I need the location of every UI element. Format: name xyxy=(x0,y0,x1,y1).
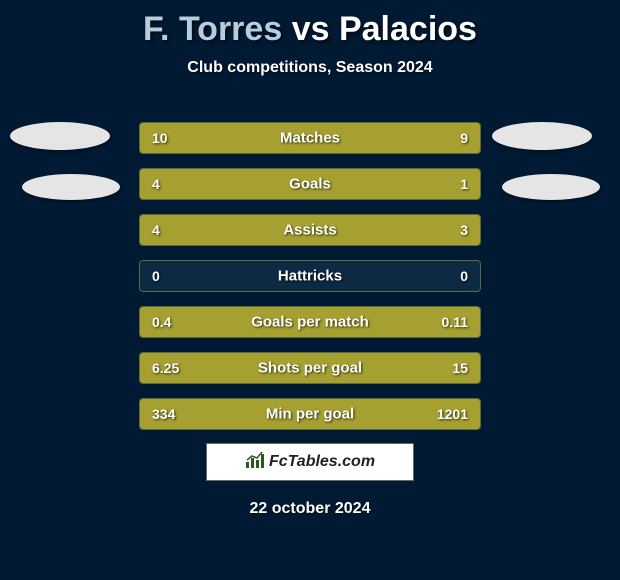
stat-label: Shots per goal xyxy=(140,360,480,377)
subtitle: Club competitions, Season 2024 xyxy=(0,59,620,77)
player2-badge-1 xyxy=(492,122,592,150)
stat-label: Goals xyxy=(140,176,480,193)
logo-box: FcTables.com xyxy=(206,443,414,481)
stat-row: 3341201Min per goal xyxy=(139,398,481,430)
stat-row: 00Hattricks xyxy=(139,260,481,292)
player2-name: Palacios xyxy=(339,10,477,48)
stat-label: Matches xyxy=(140,130,480,147)
stat-label: Min per goal xyxy=(140,406,480,423)
logo-text: FcTables.com xyxy=(269,453,375,471)
stat-label: Assists xyxy=(140,222,480,239)
player1-badge-2 xyxy=(22,174,120,200)
date-text: 22 october 2024 xyxy=(0,500,620,518)
stat-label: Goals per match xyxy=(140,314,480,331)
stat-row: 109Matches xyxy=(139,122,481,154)
stat-label: Hattricks xyxy=(140,268,480,285)
logo-chart-icon xyxy=(245,452,265,473)
vs-text: vs xyxy=(292,10,330,48)
stat-row: 41Goals xyxy=(139,168,481,200)
stat-rows: 109Matches 41Goals 43Assists 00Hattricks 0.4… xyxy=(139,122,481,444)
player1-badge-1 xyxy=(10,122,110,150)
player2-badge-2 xyxy=(502,174,600,200)
comparison-title: F. Torres vs Palacios xyxy=(0,0,620,49)
player1-name: F. Torres xyxy=(143,10,282,48)
stat-row: 43Assists xyxy=(139,214,481,246)
stat-row: 0.40.11Goals per match xyxy=(139,306,481,338)
stat-row: 6.2515Shots per goal xyxy=(139,352,481,384)
